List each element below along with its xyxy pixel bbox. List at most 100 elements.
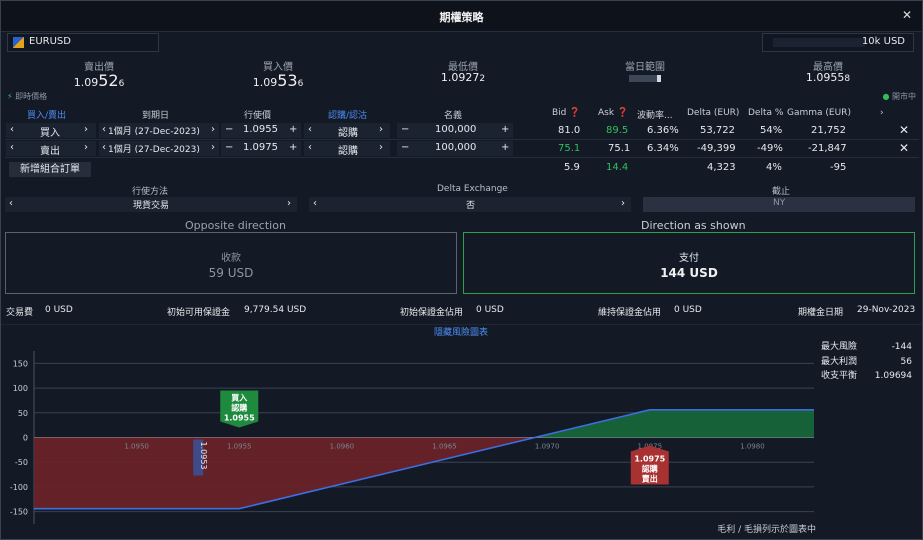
realtime-status: ⚡ 即時價格 bbox=[7, 92, 48, 101]
y-tick-label: 50 bbox=[18, 409, 28, 418]
cutoff-label: 截止 bbox=[772, 187, 791, 197]
header-delta: Delta (EUR) bbox=[687, 108, 740, 118]
header-delta-pct: Delta % bbox=[748, 108, 784, 118]
pay-label: 支付 bbox=[679, 253, 699, 264]
info-icon: ❓ bbox=[616, 108, 629, 118]
header-expiry: 到期日 bbox=[142, 111, 170, 121]
y-tick-label: 0 bbox=[23, 434, 28, 443]
max-profit-value: 56 bbox=[901, 357, 913, 367]
x-tick-label: 1.0960 bbox=[330, 443, 355, 451]
total-gamma: -95 bbox=[830, 162, 847, 173]
header-side[interactable]: 買入/賣出 bbox=[27, 111, 67, 121]
remove-leg-icon[interactable]: ✕ bbox=[899, 123, 910, 137]
type-selector[interactable]: ‹ 認購 › bbox=[304, 123, 390, 139]
maintenance-margin-value: 0 USD bbox=[674, 305, 702, 315]
risk-summary: 最大風險 -144 最大利潤 56 收支平衡 1.09694 bbox=[821, 340, 912, 381]
add-combo-order-button[interactable]: 新增組合訂單 bbox=[9, 162, 91, 177]
side-selector[interactable]: ‹ 賣出 › bbox=[6, 141, 96, 157]
breakeven-label: 收支平衡 bbox=[821, 369, 857, 381]
premium-date-label: 期權金日期 bbox=[798, 308, 844, 318]
buy-price[interactable]: 1.09536 bbox=[252, 71, 304, 90]
maintenance-margin-label: 維持保證金佔用 bbox=[598, 308, 662, 318]
quantity-selector[interactable]: 10k USD bbox=[762, 33, 914, 52]
quantity-value: 10k USD bbox=[861, 36, 905, 47]
strike-marker-label: 買入 bbox=[231, 394, 247, 403]
expiry-selector[interactable]: ‹ 1個月 (27-Dec-2023) › bbox=[99, 123, 219, 138]
low-price: 1.09272 bbox=[440, 71, 486, 84]
strike-stepper[interactable]: −1.0955 + bbox=[221, 123, 301, 138]
max-profit-label: 最大利潤 bbox=[821, 355, 857, 367]
total-ask: 14.4 bbox=[606, 162, 629, 173]
header-notional: 名義 bbox=[444, 111, 463, 121]
delta-pct-value: -49% bbox=[757, 143, 783, 154]
breakeven-value: 1.09694 bbox=[875, 371, 912, 381]
delta-exchange-selector[interactable]: ‹ 否 › bbox=[309, 197, 631, 212]
bid-value: 81.0 bbox=[558, 125, 581, 136]
day-range-bar bbox=[629, 75, 661, 82]
total-delta-pct: 4% bbox=[766, 162, 782, 173]
fee-value: 0 USD bbox=[45, 305, 73, 315]
type-selector[interactable]: ‹ 認購 › bbox=[304, 141, 390, 157]
high-price: 1.09558 bbox=[805, 71, 851, 84]
initial-margin-value: 0 USD bbox=[476, 305, 504, 315]
cutoff-field: NY bbox=[643, 197, 915, 212]
x-tick-label: 1.0950 bbox=[124, 443, 149, 451]
pay-value: 144 USD bbox=[660, 266, 718, 280]
x-tick-label: 1.0970 bbox=[535, 443, 560, 451]
notional-stepper[interactable]: −100,000 + bbox=[397, 141, 513, 156]
header-gamma: Gamma (EUR) bbox=[787, 108, 851, 118]
opposite-direction-panel[interactable]: 收款 59 USD bbox=[5, 232, 457, 294]
leg-row-1: ‹ 買入 › ‹ 1個月 (27-Dec-2023) › −1.0955 + ‹ 認購 › −… bbox=[5, 122, 919, 140]
exercise-selector[interactable]: ‹ 現貨交易 › bbox=[5, 197, 297, 212]
header-type[interactable]: 認購/認沽 bbox=[328, 111, 368, 121]
spot-marker bbox=[193, 439, 204, 476]
x-tick-label: 1.0965 bbox=[432, 443, 457, 451]
ask-value: 75.1 bbox=[608, 143, 631, 154]
buy-price-label: 買入價 bbox=[263, 62, 293, 73]
sell-price-label: 賣出價 bbox=[84, 62, 114, 73]
strike-marker-label: 認購 bbox=[642, 464, 658, 474]
exercise-label: 行使方法 bbox=[132, 187, 169, 197]
scroll-right-icon[interactable]: › bbox=[880, 108, 884, 118]
loss-area bbox=[34, 437, 535, 509]
y-tick-label: 100 bbox=[13, 384, 28, 393]
open-dot-icon: ● bbox=[882, 92, 890, 101]
strike-marker bbox=[220, 390, 259, 428]
available-margin-label: 初始可用保證金 bbox=[167, 308, 231, 318]
strike-marker bbox=[630, 445, 669, 485]
x-tick-label: 1.0955 bbox=[227, 443, 252, 451]
available-margin-value: 9,779.54 USD bbox=[244, 305, 307, 315]
delta-exchange-label: Delta Exchange bbox=[437, 184, 508, 194]
expiry-selector[interactable]: ‹ 1個月 (27-Dec-2023) › bbox=[99, 141, 219, 156]
sell-price[interactable]: 1.09526 bbox=[73, 71, 125, 90]
side-selector[interactable]: ‹ 買入 › bbox=[6, 123, 96, 139]
strike-marker-label: 1.0955 bbox=[224, 414, 255, 423]
delta-pct-value: 54% bbox=[760, 125, 783, 136]
header-vol: 波動率... bbox=[637, 111, 673, 121]
leg-row-2: ‹ 賣出 › ‹ 1個月 (27-Dec-2023) › −1.0975 + ‹ 認購 › −… bbox=[5, 140, 919, 158]
close-icon[interactable]: ✕ bbox=[901, 8, 912, 22]
initial-margin-label: 初始保證金佔用 bbox=[400, 308, 464, 318]
delta-value: 53,722 bbox=[700, 125, 735, 136]
chart-plot-area: 150 100 50 0 -50 -100 -150 1.0950 1.0955 1.0960 1.… bbox=[10, 351, 814, 524]
y-tick-label: -100 bbox=[10, 483, 28, 492]
remove-leg-icon[interactable]: ✕ bbox=[899, 141, 910, 155]
strike-stepper[interactable]: −1.0975 + bbox=[221, 141, 301, 156]
vol-value: 6.34% bbox=[647, 143, 679, 154]
symbol-selector[interactable]: EURUSD bbox=[7, 33, 159, 52]
receive-value: 59 USD bbox=[208, 266, 254, 280]
premium-date-value: 29-Nov-2023 bbox=[857, 305, 916, 315]
hide-risk-chart-link[interactable]: 隱藏風險圖表 bbox=[434, 326, 488, 338]
max-risk-label: 最大風險 bbox=[821, 340, 857, 352]
strike-marker-label: 賣出 bbox=[642, 474, 658, 484]
header-bid: Bid ❓ bbox=[552, 108, 581, 118]
total-delta: 4,323 bbox=[707, 162, 736, 173]
bid-value: 75.1 bbox=[558, 143, 581, 154]
chart-footer-note: 毛利 / 毛損列示於圖表中 bbox=[717, 523, 816, 535]
fee-label: 交易費 bbox=[6, 308, 34, 318]
notional-stepper[interactable]: −100,000 + bbox=[397, 123, 513, 138]
shown-direction-panel[interactable]: 支付 144 USD bbox=[463, 232, 915, 294]
y-tick-label: -50 bbox=[15, 458, 28, 467]
